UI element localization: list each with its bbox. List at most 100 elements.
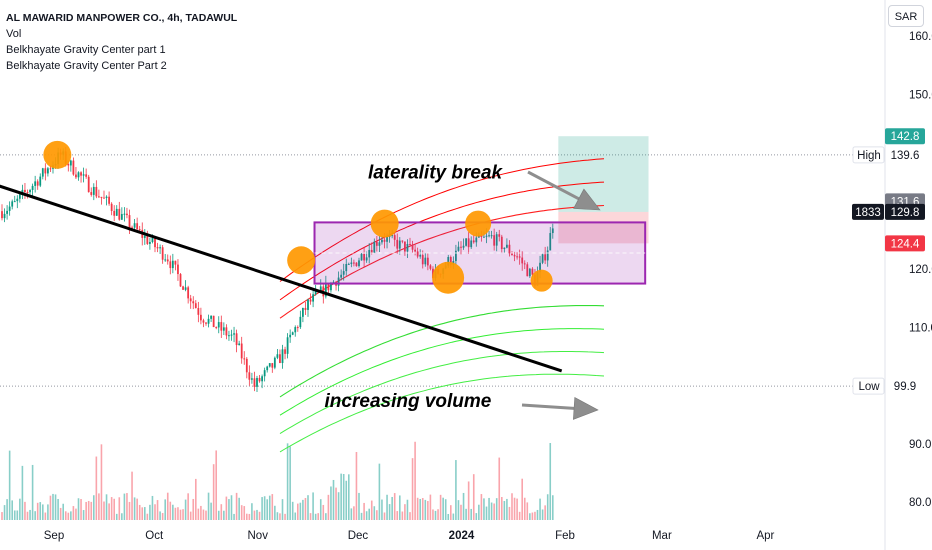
candle-body [373, 241, 376, 253]
volume-bar [526, 502, 529, 520]
volume-bar [475, 513, 478, 520]
legend-indicator-2[interactable]: Belkhayate Gravity Center Part 2 [6, 60, 167, 72]
volume-bar [59, 507, 62, 520]
candle-body [404, 241, 406, 252]
candle-body [539, 262, 541, 273]
price-label-text: 142.8 [891, 131, 920, 143]
candle-body [327, 283, 330, 291]
volume-bar [108, 503, 110, 520]
candle-body [483, 236, 485, 238]
volume-bar [103, 501, 105, 520]
volume-bar [399, 495, 401, 520]
candle-body [409, 243, 411, 245]
legend-indicator-1[interactable]: Belkhayate Gravity Center part 1 [6, 44, 166, 56]
pivot-circle [370, 209, 399, 238]
increasing-volume-label: increasing volume [325, 391, 492, 412]
price-label-stop: 124.4 [885, 235, 925, 252]
volume-bar [439, 494, 442, 520]
x-tick-label: 2024 [449, 530, 475, 542]
volume-bar [297, 503, 299, 520]
candle-body [146, 235, 149, 244]
candle-body [220, 322, 223, 331]
volume-bar [552, 495, 554, 520]
volume-bar [355, 451, 358, 520]
volume-bar [286, 443, 289, 520]
volume-bar [8, 450, 11, 520]
candle-body [330, 282, 332, 291]
candle-body [521, 257, 524, 264]
candle-body [230, 334, 233, 336]
candle-body [29, 189, 31, 193]
volume-bar [126, 493, 128, 520]
volume-bar [166, 492, 169, 520]
volume-bar [105, 494, 108, 520]
low-tag-value: 99.9 [894, 381, 916, 393]
volume-bar [455, 460, 457, 520]
volume-bar [184, 499, 187, 520]
volume-bar [151, 495, 154, 520]
candle-body [549, 233, 552, 251]
currency-button[interactable]: SAR [888, 5, 924, 27]
volume-bar [98, 493, 100, 520]
volume-bar [291, 501, 294, 520]
candle-body [518, 256, 521, 258]
volume-bar [406, 499, 409, 520]
volume-bar [511, 493, 513, 520]
volume-bar [488, 497, 490, 520]
volume-bar [378, 463, 381, 520]
volume-bar [358, 492, 360, 520]
volume-bar [432, 509, 434, 520]
x-tick-label: Dec [348, 530, 369, 542]
volume-bar [121, 513, 123, 520]
candle-body [455, 250, 457, 262]
legend-title[interactable]: AL MAWARID MANPOWER CO., 4h, TADAWUL [6, 12, 238, 24]
volume-bar [353, 506, 355, 520]
candle-body [118, 208, 121, 220]
volume-bar [80, 499, 82, 520]
volume-bar [414, 441, 416, 520]
volume-bar [348, 474, 350, 520]
candle-body [41, 168, 44, 177]
pivot-circle [530, 269, 553, 292]
price-label-box [885, 235, 925, 252]
volume-bar [207, 492, 210, 520]
volume-bar [202, 509, 205, 520]
candle-body [273, 357, 276, 368]
candle-body [87, 176, 90, 193]
pivot-circle [287, 246, 316, 275]
candle-body [240, 343, 243, 359]
downtrend-line [0, 184, 563, 373]
candle-body [24, 189, 26, 193]
candle-body [286, 337, 289, 354]
volume-bar [279, 513, 281, 520]
volume-bar [75, 508, 77, 520]
candle-body [6, 210, 8, 214]
volume-bar [128, 501, 131, 520]
volume-bar [52, 493, 54, 520]
arrow-shaft [527, 170, 580, 201]
candle-body [151, 237, 154, 242]
volume-bar [49, 495, 52, 520]
candle-body [47, 168, 49, 174]
volume-bar [370, 500, 373, 520]
candle-body [511, 253, 513, 256]
volume-bar [13, 510, 16, 520]
candle-body [177, 264, 179, 275]
volume-bar [44, 512, 47, 520]
volume-bar [302, 499, 304, 520]
candle-body [398, 240, 401, 249]
candle-body [100, 196, 103, 198]
candle-body [268, 363, 271, 367]
volume-bar [156, 500, 159, 520]
volume-bar [144, 507, 146, 520]
volume-bar [544, 505, 546, 520]
candle-body [131, 227, 133, 229]
volume-bar [217, 510, 220, 520]
candle-body [108, 196, 110, 204]
volume-bar [212, 464, 215, 520]
legend-vol[interactable]: Vol [6, 28, 22, 40]
volume-bar [442, 497, 444, 520]
candle-body [115, 208, 118, 216]
volume-bar [149, 504, 151, 520]
